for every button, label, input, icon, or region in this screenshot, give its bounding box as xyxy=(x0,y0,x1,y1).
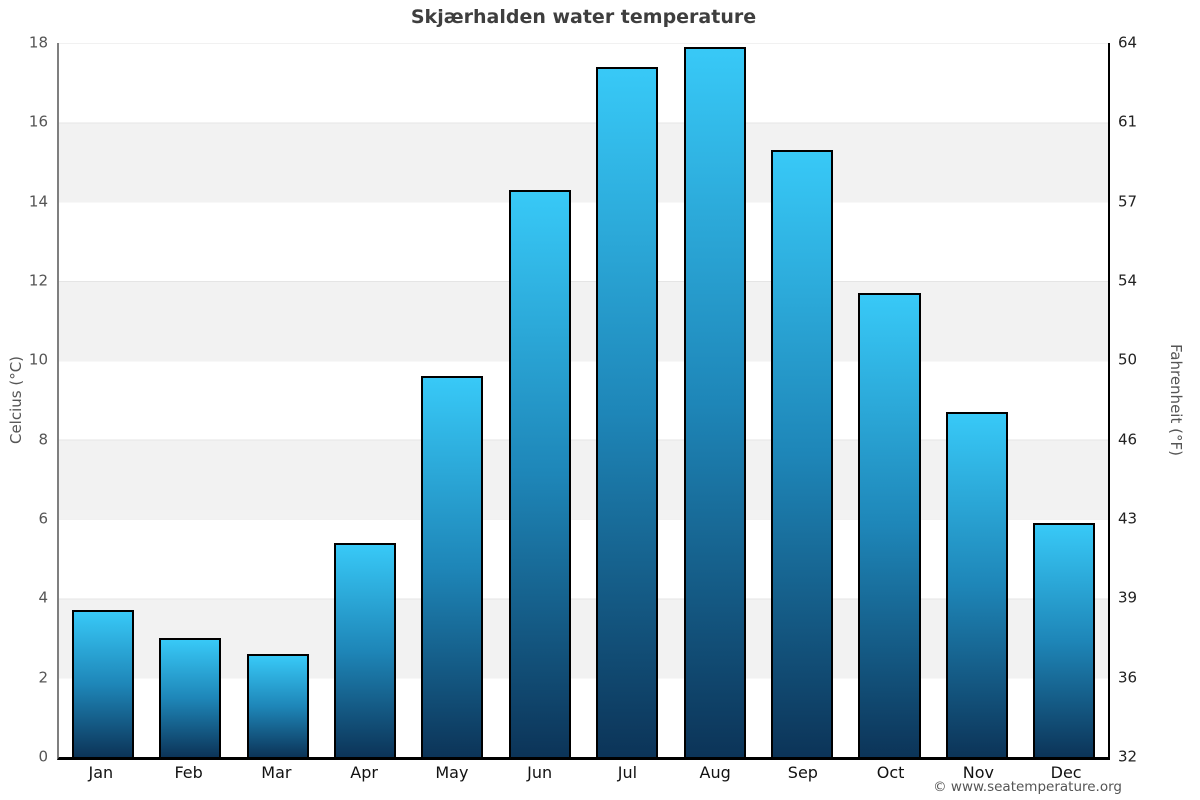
bar-slot-feb xyxy=(146,43,233,757)
bar-slot-jan xyxy=(59,43,146,757)
bar-slot-jun xyxy=(496,43,583,757)
celsius-tick-0: 0 xyxy=(38,747,48,766)
bar-slot-apr xyxy=(321,43,408,757)
bar-nov xyxy=(945,411,1008,757)
fahrenheit-tick-36: 36 xyxy=(1118,668,1138,687)
bar-sep xyxy=(771,150,834,757)
month-label-jan: Jan xyxy=(88,763,114,782)
bar-dec xyxy=(1033,522,1096,757)
month-label-dec: Dec xyxy=(1050,763,1082,782)
fahrenheit-tick-43: 43 xyxy=(1118,509,1138,528)
fahrenheit-tick-61: 61 xyxy=(1118,112,1138,131)
bar-jan xyxy=(71,610,134,757)
bar-jul xyxy=(596,66,659,757)
bar-jun xyxy=(508,189,571,757)
bar-mar xyxy=(246,653,309,757)
month-label-sep: Sep xyxy=(787,763,818,782)
celsius-tick-16: 16 xyxy=(28,112,48,131)
bar-feb xyxy=(159,638,222,757)
bar-slot-mar xyxy=(234,43,321,757)
copyright-text: © www.seatemperature.org xyxy=(933,779,1122,795)
fahrenheit-tick-54: 54 xyxy=(1118,271,1138,290)
month-labels: Jan Feb Mar Apr May Jun Jul Aug Sep Oct Nov Dec xyxy=(57,763,1110,782)
celsius-tick-6: 6 xyxy=(38,509,48,528)
bars-container xyxy=(59,43,1108,757)
plot-area xyxy=(57,43,1110,760)
month-label-jun: Jun xyxy=(527,763,553,782)
month-label-mar: Mar xyxy=(261,763,292,782)
bar-apr xyxy=(333,542,396,757)
celsius-tick-14: 14 xyxy=(28,192,48,211)
month-label-feb: Feb xyxy=(174,763,203,782)
fahrenheit-tick-46: 46 xyxy=(1118,430,1138,449)
fahrenheit-tick-64: 64 xyxy=(1118,33,1138,52)
celsius-tick-18: 18 xyxy=(28,33,48,52)
bar-slot-oct xyxy=(846,43,933,757)
month-label-jul: Jul xyxy=(617,763,638,782)
fahrenheit-tick-50: 50 xyxy=(1118,350,1138,369)
bar-slot-jul xyxy=(584,43,671,757)
month-label-nov: Nov xyxy=(962,763,994,782)
bar-slot-dec xyxy=(1021,43,1108,757)
month-label-aug: Aug xyxy=(699,763,731,782)
bar-oct xyxy=(858,292,921,757)
month-label-oct: Oct xyxy=(876,763,905,782)
fahrenheit-tick-57: 57 xyxy=(1118,192,1138,211)
celsius-tick-labels: 0 2 4 6 8 10 12 14 16 18 xyxy=(0,35,48,764)
month-label-apr: Apr xyxy=(350,763,378,782)
fahrenheit-tick-labels: 32 36 39 43 46 50 54 57 61 64 xyxy=(1118,35,1178,764)
bar-slot-aug xyxy=(671,43,758,757)
celsius-tick-8: 8 xyxy=(38,430,48,449)
fahrenheit-tick-32: 32 xyxy=(1118,747,1138,766)
celsius-tick-2: 2 xyxy=(38,668,48,687)
bar-aug xyxy=(683,46,746,757)
bar-slot-sep xyxy=(758,43,845,757)
bar-slot-nov xyxy=(933,43,1020,757)
bar-slot-may xyxy=(409,43,496,757)
fahrenheit-tick-39: 39 xyxy=(1118,588,1138,607)
celsius-tick-12: 12 xyxy=(28,271,48,290)
celsius-tick-10: 10 xyxy=(28,350,48,369)
chart-title: Skjærhalden water temperature xyxy=(410,6,757,28)
month-label-may: May xyxy=(435,763,469,782)
bar-may xyxy=(421,376,484,757)
celsius-tick-4: 4 xyxy=(38,588,48,607)
